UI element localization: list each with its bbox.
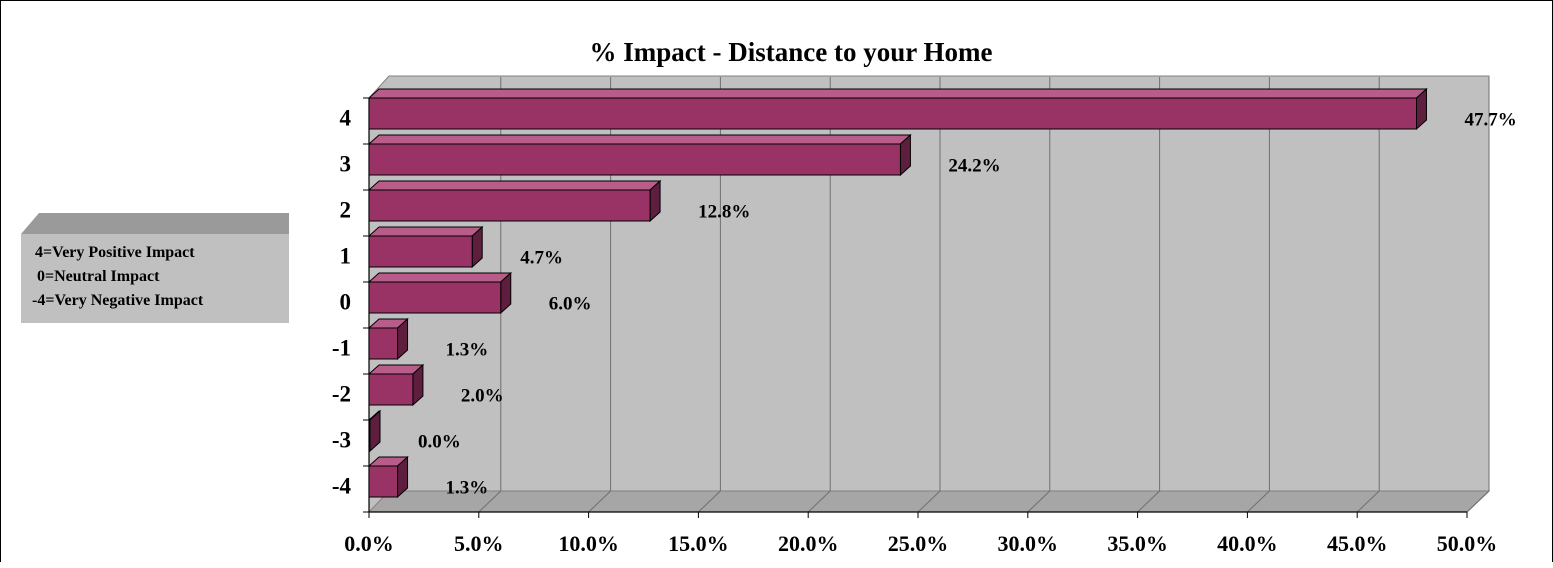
floor-gridline bbox=[1027, 490, 1051, 513]
floor-gridline bbox=[1247, 490, 1270, 513]
x-tick-label: 50.0% bbox=[1437, 531, 1498, 556]
data-label--4: 1.3% bbox=[446, 478, 489, 499]
bar-top-face bbox=[367, 180, 662, 191]
y-tick-label: 1 bbox=[340, 244, 352, 269]
floor-gridline bbox=[588, 490, 611, 513]
x-tick-label: 25.0% bbox=[888, 531, 949, 556]
legend-line-positive: 4=Very Positive Impact bbox=[35, 244, 195, 261]
bar-2 bbox=[367, 179, 662, 223]
data-label-4: 47.7% bbox=[1464, 110, 1516, 131]
x-tick-label: 40.0% bbox=[1217, 531, 1278, 556]
x-tick-label: 15.0% bbox=[668, 531, 729, 556]
x-tick-label: 30.0% bbox=[998, 531, 1059, 556]
legend-top-bevel bbox=[21, 213, 289, 234]
x-tick-label: 10.0% bbox=[558, 531, 619, 556]
bar-top-face bbox=[367, 226, 484, 237]
bar-front-face bbox=[368, 419, 371, 452]
chart-title: % Impact - Distance to your Home bbox=[590, 37, 993, 67]
floor-gridline bbox=[1466, 490, 1490, 513]
data-label-3: 24.2% bbox=[948, 156, 1000, 177]
floor-gridline bbox=[1137, 490, 1160, 513]
bar-4 bbox=[367, 87, 1428, 131]
data-labels: 47.7% 24.2% 12.8% 4.7% 6.0% 1.3% 2.0% 0.0% 1.3% bbox=[418, 110, 1517, 499]
legend-line-neutral: 0=Neutral Impact bbox=[37, 268, 160, 285]
x-tick-labels: 0.0% 5.0% 10.0% 15.0% 20.0% 25.0% 30.0% 35.0% 40… bbox=[344, 531, 1497, 556]
x-tick-label: 0.0% bbox=[344, 531, 394, 556]
y-tick-label: 0 bbox=[340, 290, 352, 315]
bar-front-face bbox=[368, 143, 901, 176]
y-tick-label: -4 bbox=[332, 474, 352, 499]
data-label-2: 12.8% bbox=[698, 202, 750, 223]
bar-front-face bbox=[368, 465, 399, 498]
x-tick-label: 5.0% bbox=[454, 531, 504, 556]
bar-1 bbox=[367, 225, 484, 269]
bar-3 bbox=[367, 133, 912, 177]
bar-front-face bbox=[368, 281, 502, 314]
bar-front-face bbox=[368, 373, 414, 406]
y-tick-label: 3 bbox=[340, 152, 352, 177]
bar-front-face bbox=[368, 97, 1417, 130]
bars bbox=[367, 87, 1428, 499]
data-label--1: 1.3% bbox=[446, 340, 489, 361]
legend-box bbox=[21, 234, 289, 323]
floor-gridline bbox=[917, 490, 941, 513]
floor-gridline bbox=[1356, 490, 1380, 513]
bar-top-face bbox=[367, 134, 912, 145]
legend: 4=Very Positive Impact 0=Neutral Impact … bbox=[21, 213, 289, 323]
data-label-1: 4.7% bbox=[520, 248, 563, 269]
floor-gridline bbox=[807, 490, 831, 513]
floor-gridline bbox=[698, 490, 721, 513]
data-label--2: 2.0% bbox=[461, 386, 504, 407]
data-label-0: 6.0% bbox=[549, 294, 592, 315]
bar-front-face bbox=[368, 327, 399, 360]
bar-0 bbox=[367, 271, 513, 315]
x-tick-label: 35.0% bbox=[1107, 531, 1168, 556]
y-tick-label: 4 bbox=[340, 106, 352, 131]
bar--3 bbox=[367, 409, 382, 453]
bar-front-face bbox=[368, 235, 473, 268]
bar--2 bbox=[367, 363, 425, 407]
bar--4 bbox=[367, 455, 409, 499]
floor-gridline bbox=[478, 490, 502, 513]
y-tick-label: -3 bbox=[332, 428, 351, 453]
bar-top-face bbox=[367, 272, 513, 283]
bar-front-face bbox=[368, 189, 651, 222]
bar-top-face bbox=[367, 88, 1428, 99]
y-tick-label: -2 bbox=[332, 382, 351, 407]
y-tick-labels: 4 3 2 1 0 -1 -2 -3 -4 bbox=[332, 106, 352, 499]
legend-line-negative: -4=Very Negative Impact bbox=[32, 292, 204, 309]
x-tick-label: 20.0% bbox=[778, 531, 839, 556]
data-label--3: 0.0% bbox=[418, 432, 461, 453]
y-tick-label: 2 bbox=[340, 198, 352, 223]
y-tick-label: -1 bbox=[332, 336, 351, 361]
bar--1 bbox=[367, 317, 409, 361]
x-tick-label: 45.0% bbox=[1327, 531, 1388, 556]
